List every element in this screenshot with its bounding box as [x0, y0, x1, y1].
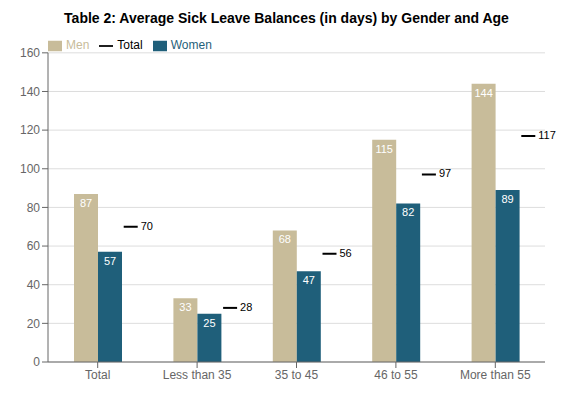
- svg-text:25: 25: [203, 317, 215, 329]
- svg-text:More than 55: More than 55: [460, 368, 531, 382]
- svg-text:70: 70: [141, 220, 153, 232]
- svg-text:0: 0: [33, 355, 40, 369]
- svg-text:160: 160: [20, 46, 40, 60]
- svg-text:Total: Total: [85, 368, 110, 382]
- html-text:Table 2: Average Sick Leave Ba: Table 2: Average Sick Leave Balances (in…: [64, 10, 509, 26]
- svg-text:140: 140: [20, 85, 40, 99]
- svg-text:Less than 35: Less than 35: [163, 368, 232, 382]
- svg-text:120: 120: [20, 123, 40, 137]
- svg-text:47: 47: [303, 274, 315, 286]
- svg-text:28: 28: [240, 301, 252, 313]
- svg-text:144: 144: [474, 87, 492, 99]
- svg-text:80: 80: [27, 201, 41, 215]
- html-text:Total: Total: [117, 38, 143, 52]
- svg-text:33: 33: [179, 301, 191, 313]
- svg-text:115: 115: [375, 143, 393, 155]
- svg-text:68: 68: [279, 233, 291, 245]
- svg-text:57: 57: [104, 255, 116, 267]
- svg-text:40: 40: [27, 278, 41, 292]
- svg-text:97: 97: [439, 167, 451, 179]
- svg-text:82: 82: [402, 206, 414, 218]
- svg-text:89: 89: [501, 193, 513, 205]
- svg-text:117: 117: [538, 129, 556, 141]
- svg-text:87: 87: [80, 197, 92, 209]
- svg-text:20: 20: [27, 317, 41, 331]
- svg-text:100: 100: [20, 162, 40, 176]
- svg-text:46 to 55: 46 to 55: [374, 368, 418, 382]
- svg-text:56: 56: [340, 247, 352, 259]
- html-text:Women: Women: [170, 38, 212, 52]
- html-text:Men: Men: [66, 38, 90, 52]
- svg-text:60: 60: [27, 239, 41, 253]
- svg-text:35 to 45: 35 to 45: [275, 368, 319, 382]
